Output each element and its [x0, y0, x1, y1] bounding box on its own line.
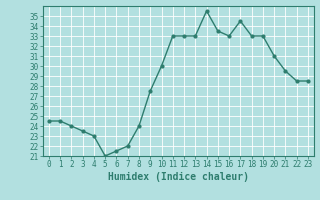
- X-axis label: Humidex (Indice chaleur): Humidex (Indice chaleur): [108, 172, 249, 182]
